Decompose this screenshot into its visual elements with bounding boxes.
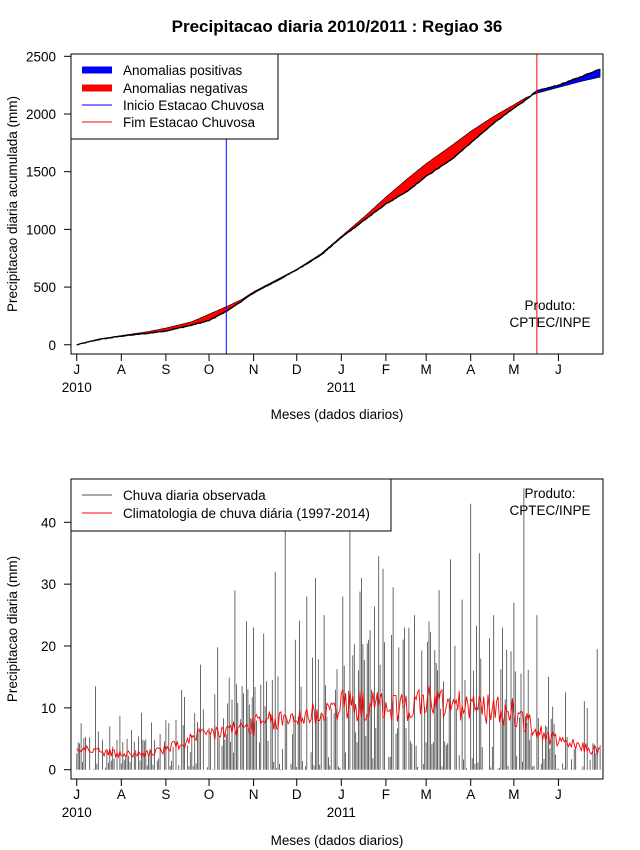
x-tick-label-bottom-6: J (338, 787, 345, 802)
legend-label-negative: Anomalias negativas (123, 81, 248, 96)
x-tick-label-bottom-0: J (73, 787, 80, 802)
y-tick-label-bottom-4: 40 (41, 515, 56, 530)
x-tick-label-bottom-8: M (421, 787, 432, 802)
legend-box-bottom (70, 478, 392, 532)
chart-title: Precipitacao diaria 2010/2011 : Regiao 3… (172, 17, 503, 36)
x-tick-label-top-5: D (292, 362, 302, 377)
x-tick-label-bottom-10: M (508, 787, 519, 802)
x-tick-label-top-1: A (117, 362, 126, 377)
legend-label-climatology: Climatologia de chuva diária (1997-2014) (123, 506, 370, 521)
x-tick-label-top-2: S (161, 362, 170, 377)
legend-top: Anomalias positivas Anomalias negativas … (70, 53, 279, 140)
y-tick-label-bottom-2: 20 (41, 639, 56, 654)
year-label-bottom-0: 2010 (62, 805, 92, 820)
y-axis-label-bottom: Precipitacao diaria (mm) (5, 556, 20, 702)
y-axis-top: 0 500 1000 1500 2000 2500 (26, 49, 72, 353)
observed-daily-bars (76, 488, 601, 770)
x-tick-label-top-10: M (508, 362, 519, 377)
x-tick-label-top-8: M (421, 362, 432, 377)
x-axis-label-top: Meses (dados diarios) (271, 407, 404, 422)
year-label-top-1: 2011 (327, 380, 356, 395)
x-tick-label-top-3: O (204, 362, 215, 377)
x-tick-label-bottom-11: J (555, 787, 562, 802)
y-tick-label-top-1: 500 (33, 280, 56, 295)
annotation-source-bottom: CPTEC/INPE (509, 503, 590, 518)
y-tick-label-bottom-1: 10 (41, 701, 56, 716)
x-tick-label-bottom-5: D (292, 787, 302, 802)
x-tick-label-bottom-2: S (161, 787, 170, 802)
x-tick-label-bottom-9: A (466, 787, 475, 802)
legend-label-positive: Anomalias positivas (123, 63, 243, 78)
x-tick-label-top-0: J (73, 362, 80, 377)
annotation-product-bottom: Produto: (524, 486, 575, 501)
x-tick-label-top-7: F (382, 362, 390, 377)
legend-label-end: Fim Estacao Chuvosa (123, 115, 256, 130)
x-tick-label-bottom-4: N (249, 787, 259, 802)
x-tick-label-bottom-1: A (117, 787, 126, 802)
y-tick-label-top-3: 1500 (26, 165, 56, 180)
y-tick-label-top-4: 2000 (26, 107, 56, 122)
x-axis-top: J A S O N D J F M A M J 2010 2011 (62, 353, 562, 395)
x-tick-label-top-6: J (338, 362, 345, 377)
y-tick-label-top-5: 2500 (26, 49, 56, 64)
x-tick-label-top-9: A (466, 362, 475, 377)
x-axis-label-bottom: Meses (dados diarios) (271, 833, 404, 848)
year-label-top-0: 2010 (62, 380, 92, 395)
y-tick-label-top-0: 0 (48, 338, 56, 353)
x-axis-bottom: J A S O N D J F M A M J 2010 2011 (62, 778, 562, 820)
climatology-daily-line (76, 685, 601, 759)
annotation-product-top: Produto: (524, 298, 575, 313)
observed-cumulative-line (76, 68, 601, 346)
annotation-source-top: CPTEC/INPE (509, 315, 590, 330)
year-label-bottom-1: 2011 (327, 805, 356, 820)
x-tick-label-top-4: N (249, 362, 259, 377)
x-tick-label-bottom-7: F (382, 787, 390, 802)
y-tick-label-bottom-0: 0 (48, 763, 56, 778)
legend-label-start: Inicio Estacao Chuvosa (123, 98, 265, 113)
legend-label-observed: Chuva diaria observada (123, 488, 266, 503)
y-tick-label-top-2: 1000 (26, 222, 56, 237)
y-tick-label-bottom-3: 30 (41, 577, 56, 592)
x-tick-label-top-11: J (555, 362, 562, 377)
x-tick-label-bottom-3: O (204, 787, 215, 802)
legend-bottom: Chuva diaria observada Climatologia de c… (70, 478, 392, 532)
y-axis-bottom: 0 10 20 30 40 (41, 515, 72, 778)
y-axis-label-top: Precipitacao diaria acumulada (mm) (5, 96, 20, 312)
